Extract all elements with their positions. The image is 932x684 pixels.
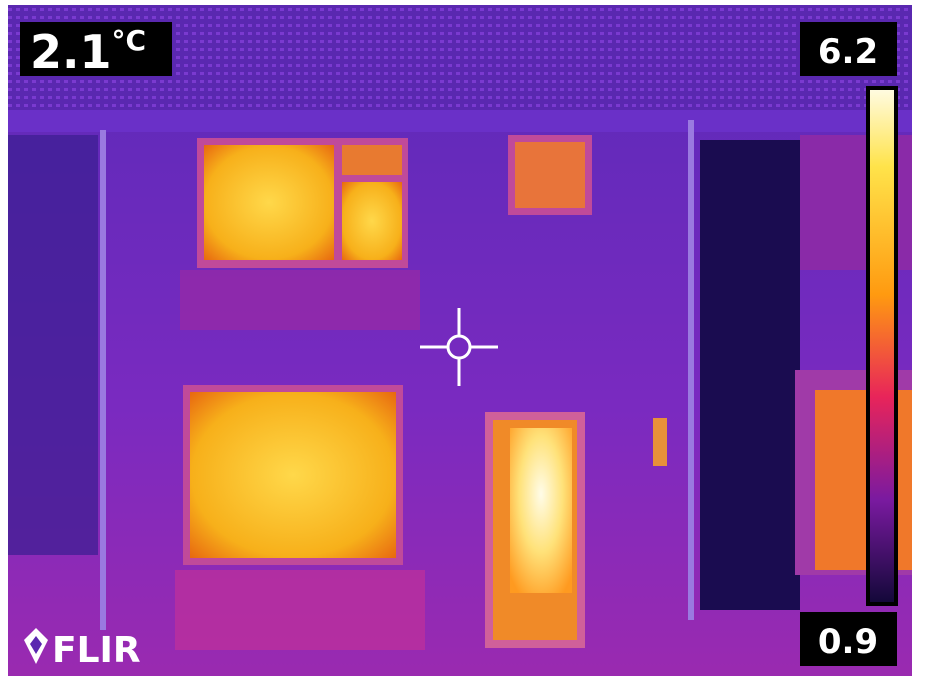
heat-zone xyxy=(180,270,420,330)
dark-passage xyxy=(700,140,800,610)
shadow xyxy=(8,135,98,555)
pipe xyxy=(100,130,106,630)
page: 2.1°C 6.2 0.9 FLIR (() => { const data =… xyxy=(0,0,932,684)
window xyxy=(342,182,402,260)
heat-zone xyxy=(175,570,425,650)
pipe xyxy=(688,120,694,620)
window xyxy=(515,142,585,208)
lamp xyxy=(653,418,667,466)
spot-value: 2.1 xyxy=(30,25,112,79)
gutter xyxy=(8,110,912,132)
spot-unit: °C xyxy=(112,24,147,57)
window xyxy=(204,145,334,260)
color-scale xyxy=(870,90,894,602)
window xyxy=(190,392,396,558)
logo-text: FLIR xyxy=(52,630,141,671)
thermal-image: 2.1°C 6.2 0.9 FLIR xyxy=(0,0,932,684)
window xyxy=(342,145,402,175)
scale-min: 0.9 xyxy=(818,622,878,662)
scale-max: 6.2 xyxy=(818,32,878,72)
door-glass xyxy=(510,428,572,593)
